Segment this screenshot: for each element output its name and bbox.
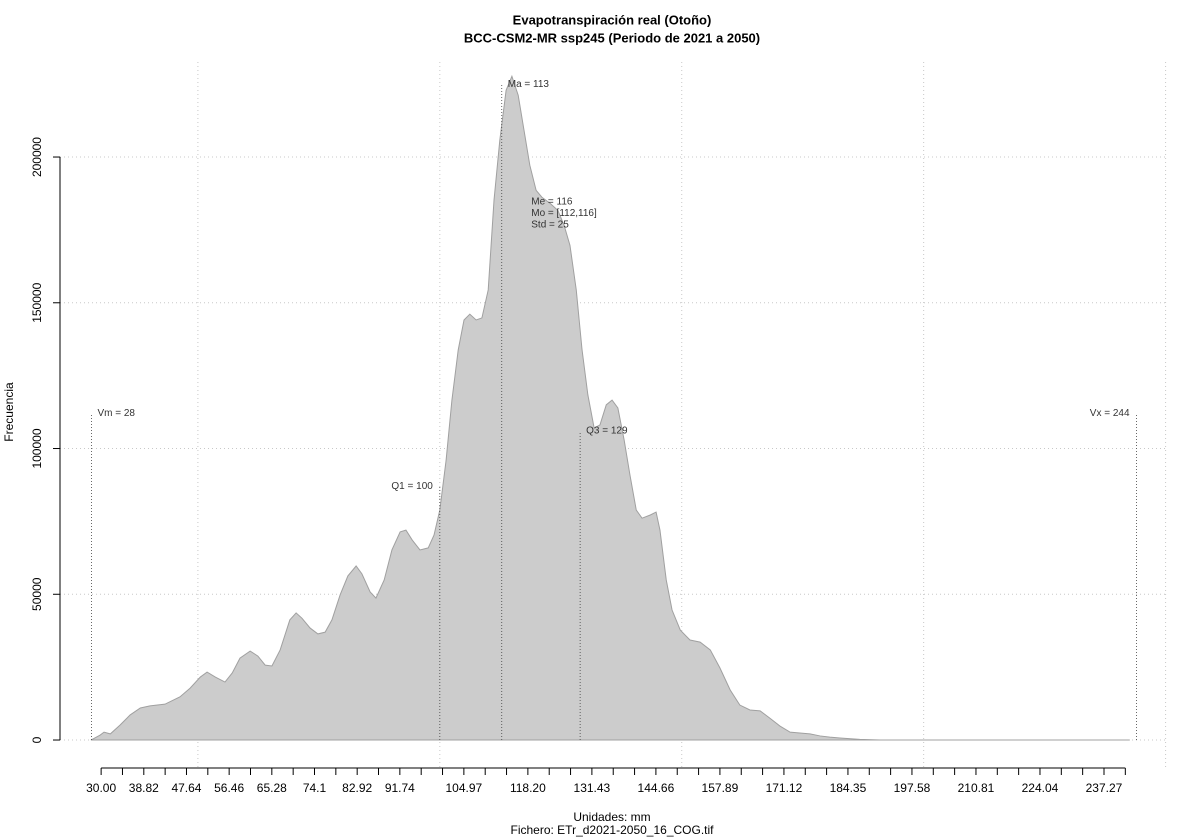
y-axis-label: Frecuencia xyxy=(2,382,16,442)
x-axis-label: Unidades: mm xyxy=(573,810,650,824)
marker-label: Q3 = 129 xyxy=(586,426,628,437)
x-tick-label: 104.97 xyxy=(446,781,483,795)
x-tick-label: 74.1 xyxy=(303,781,327,795)
x-tick-label: 184.35 xyxy=(830,781,867,795)
marker-label: Q1 = 100 xyxy=(391,481,433,492)
marker-label: Vx = 244 xyxy=(1090,408,1130,419)
x-tick-label: 210.81 xyxy=(958,781,995,795)
x-tick-label: 131.43 xyxy=(574,781,611,795)
y-tick-label: 0 xyxy=(30,736,44,743)
x-tick-label: 237.27 xyxy=(1086,781,1123,795)
x-tick-label: 118.20 xyxy=(510,781,546,795)
x-tick-label: 30.00 xyxy=(86,781,116,795)
x-tick-label: 47.64 xyxy=(171,781,201,795)
stats-label: Me = 116 xyxy=(531,197,573,208)
marker-label: Ma = 113 xyxy=(508,79,550,90)
y-tick-label: 150000 xyxy=(30,282,44,322)
stats-label: Std = 25 xyxy=(531,220,569,231)
x-tick-label: 197.58 xyxy=(894,781,931,795)
caption: Fichero: ETr_d2021-2050_16_COG.tif xyxy=(511,823,715,837)
x-tick-label: 65.28 xyxy=(257,781,287,795)
stats-label: Mo = [112,116] xyxy=(531,208,597,219)
x-tick-label: 144.66 xyxy=(638,781,675,795)
chart-subtitle: BCC-CSM2-MR ssp245 (Periodo de 2021 a 20… xyxy=(464,30,760,45)
density-area xyxy=(90,74,1130,741)
x-tick-label: 56.46 xyxy=(214,781,244,795)
x-tick-label: 38.82 xyxy=(129,781,159,795)
x-tick-label: 91.74 xyxy=(385,781,415,795)
x-tick-label: 171.12 xyxy=(766,781,803,795)
y-tick-label: 200000 xyxy=(30,137,44,177)
chart-title: Evapotranspiración real (Otoño) xyxy=(513,12,712,27)
x-tick-label: 157.89 xyxy=(702,781,739,795)
y-tick-label: 100000 xyxy=(30,428,44,468)
marker-label: Vm = 28 xyxy=(97,408,135,419)
y-tick-label: 50000 xyxy=(30,577,44,611)
x-tick-label: 82.92 xyxy=(342,781,372,795)
x-tick-label: 224.04 xyxy=(1022,781,1059,795)
